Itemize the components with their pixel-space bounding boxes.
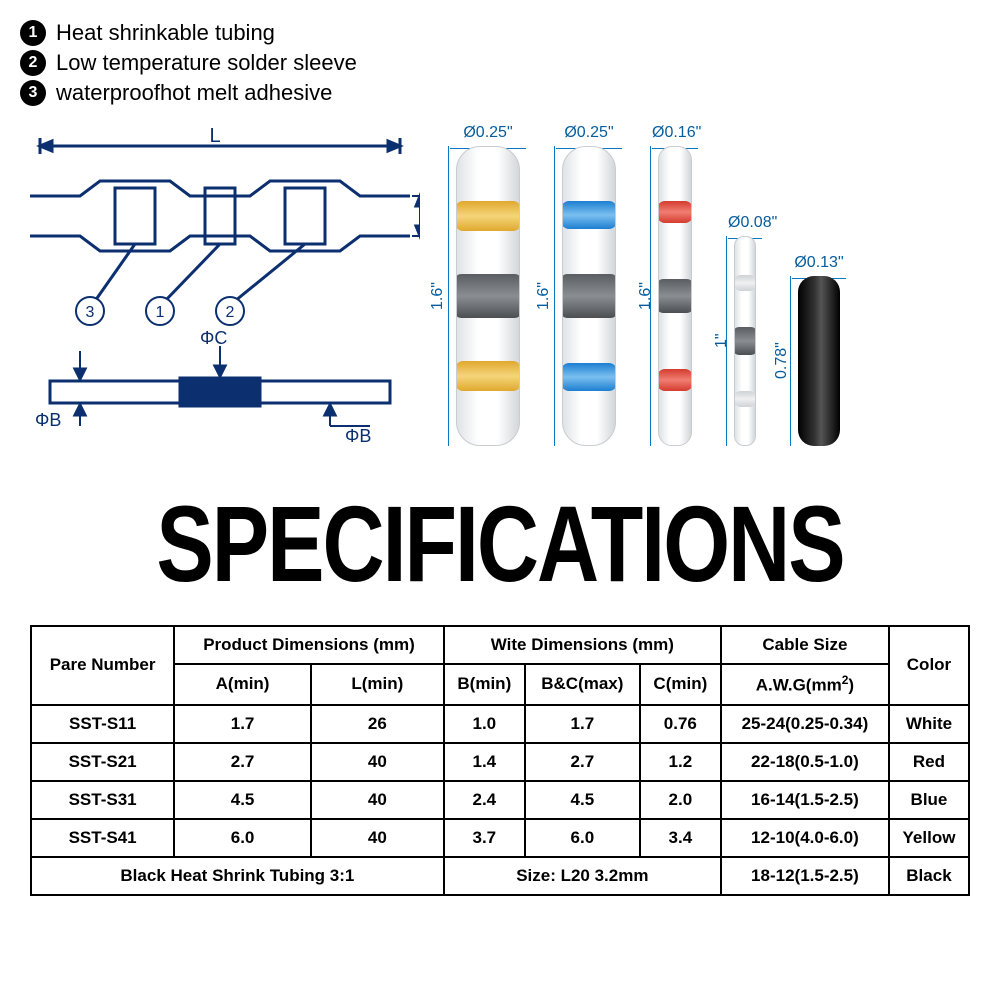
schematic-diagram: L A 3 1 2	[20, 126, 440, 446]
cell-c: 3.4	[640, 819, 721, 857]
cell-color: Red	[889, 743, 969, 781]
tube-diameter-4: Ø0.13"	[792, 254, 846, 272]
th-awg: A.W.G(mm2)	[721, 664, 889, 705]
cell-c: 1.2	[640, 743, 721, 781]
cell-awg: 12-10(4.0-6.0)	[721, 819, 889, 857]
legend-text-3: waterproofhot melt adhesive	[56, 80, 332, 106]
tube-diameter-0: Ø0.25"	[450, 124, 526, 142]
cell-bc: 2.7	[525, 743, 640, 781]
cell-bc: 6.0	[525, 819, 640, 857]
svg-text:ΦC: ΦC	[200, 328, 227, 348]
tube-length-4: 0.78"	[772, 276, 792, 446]
th-color: Color	[889, 626, 969, 705]
cell-b: 3.7	[444, 819, 525, 857]
cell-l: 40	[311, 781, 444, 819]
cell-color: Yellow	[889, 819, 969, 857]
bullet-1-icon: 1	[20, 20, 46, 46]
cell-bc: 4.5	[525, 781, 640, 819]
cell-b: 2.4	[444, 781, 525, 819]
legend-item-2: 2 Low temperature solder sleeve	[20, 50, 440, 76]
cell-b: 1.0	[444, 705, 525, 743]
footer-size: Size: L20 3.2mm	[444, 857, 721, 895]
tube-length-0: 1.6"	[428, 146, 448, 446]
cell-l: 40	[311, 819, 444, 857]
cell-a: 2.7	[174, 743, 311, 781]
tube-length-3: 1"	[712, 236, 732, 446]
footer-awg: 18-12(1.5-2.5)	[721, 857, 889, 895]
svg-text:ΦB: ΦB	[35, 410, 61, 430]
svg-text:1: 1	[156, 304, 165, 321]
tube-2: Ø0.16"1.6"	[652, 124, 698, 446]
table-row: SST-S416.0403.76.03.412-10(4.0-6.0)Yello…	[31, 819, 969, 857]
cell-a: 6.0	[174, 819, 311, 857]
tube-diameter-3: Ø0.08"	[728, 214, 762, 232]
cell-awg: 25-24(0.25-0.34)	[721, 705, 889, 743]
th-c: C(min)	[640, 664, 721, 705]
cell-pn: SST-S31	[31, 781, 174, 819]
th-pare: Pare Number	[31, 626, 174, 705]
table-row: SST-S111.7261.01.70.7625-24(0.25-0.34)Wh…	[31, 705, 969, 743]
footer-color: Black	[889, 857, 969, 895]
legend-item-3: 3 waterproofhot melt adhesive	[20, 80, 440, 106]
bullet-3-icon: 3	[20, 80, 46, 106]
specifications-table: Pare Number Product Dimensions (mm) Wite…	[30, 625, 970, 896]
cell-pn: SST-S41	[31, 819, 174, 857]
tube-1: Ø0.25"1.6"	[556, 124, 622, 446]
tube-diameter-2: Ø0.16"	[652, 124, 698, 142]
specifications-heading: SPECIFICATIONS	[0, 484, 1000, 608]
cell-l: 40	[311, 743, 444, 781]
cell-pn: SST-S11	[31, 705, 174, 743]
th-bc: B&C(max)	[525, 664, 640, 705]
tubes-display: Ø0.25"1.6"Ø0.25"1.6"Ø0.16"1.6"Ø0.08"1"Ø0…	[440, 20, 990, 446]
svg-text:2: 2	[226, 304, 235, 321]
cell-l: 26	[311, 705, 444, 743]
cell-color: Blue	[889, 781, 969, 819]
tube-4: Ø0.13"0.78"	[792, 254, 846, 446]
tube-3: Ø0.08"1"	[728, 214, 762, 446]
tube-diameter-1: Ø0.25"	[556, 124, 622, 142]
tube-length-2: 1.6"	[636, 146, 656, 446]
th-product-dim: Product Dimensions (mm)	[174, 626, 444, 664]
th-b: B(min)	[444, 664, 525, 705]
cell-color: White	[889, 705, 969, 743]
table-row: SST-S314.5402.44.52.016-14(1.5-2.5)Blue	[31, 781, 969, 819]
cell-a: 1.7	[174, 705, 311, 743]
th-wite-dim: Wite Dimensions (mm)	[444, 626, 721, 664]
tube-length-1: 1.6"	[534, 146, 554, 446]
svg-text:ΦB: ΦB	[345, 426, 371, 446]
cell-c: 2.0	[640, 781, 721, 819]
svg-text:3: 3	[86, 304, 95, 321]
th-cable: Cable Size	[721, 626, 889, 664]
legend-item-1: 1 Heat shrinkable tubing	[20, 20, 440, 46]
footer-label: Black Heat Shrink Tubing 3:1	[31, 857, 444, 895]
cell-b: 1.4	[444, 743, 525, 781]
bullet-2-icon: 2	[20, 50, 46, 76]
cell-bc: 1.7	[525, 705, 640, 743]
th-l: L(min)	[311, 664, 444, 705]
cell-pn: SST-S21	[31, 743, 174, 781]
legend-text-1: Heat shrinkable tubing	[56, 20, 275, 46]
legend-panel: 1 Heat shrinkable tubing 2 Low temperatu…	[20, 20, 440, 446]
table-row: SST-S212.7401.42.71.222-18(0.5-1.0)Red	[31, 743, 969, 781]
tube-0: Ø0.25"1.6"	[450, 124, 526, 446]
cell-c: 0.76	[640, 705, 721, 743]
cell-awg: 22-18(0.5-1.0)	[721, 743, 889, 781]
legend-text-2: Low temperature solder sleeve	[56, 50, 357, 76]
cell-awg: 16-14(1.5-2.5)	[721, 781, 889, 819]
cell-a: 4.5	[174, 781, 311, 819]
th-a: A(min)	[174, 664, 311, 705]
dim-L: L	[209, 126, 220, 147]
